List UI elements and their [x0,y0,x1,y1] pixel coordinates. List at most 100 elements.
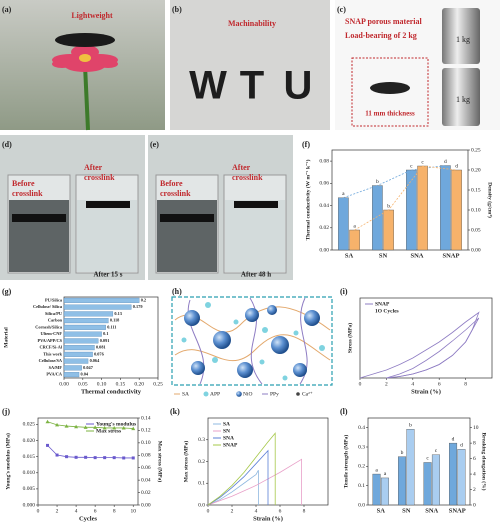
y2-tick-label: 0.20 [471,167,481,173]
y-axis-label: Thermal conductivity (W m⁻¹ k⁻¹) [304,159,311,240]
photo-c: SNAP porous material Load-bearing of 2 k… [335,0,500,130]
y-tick-label: 0.3 [198,437,205,443]
x-tick-label: 0.15 [116,381,126,387]
marker [131,426,136,431]
series-line [207,432,276,506]
caption: SNAP porous material [345,17,423,26]
y2-tick-label: 0.12 [141,428,151,434]
x-tick-label: 8 [464,381,467,387]
significance-label: b [409,422,412,428]
x-axis-label: Strain (%) [411,388,441,395]
x-tick-label: SNA [410,252,423,259]
x-tick-label: 4 [411,381,414,387]
bar [63,324,106,330]
significance-label: c [410,163,413,169]
category-label: CRCF/Si-Al [40,345,63,350]
bar [406,169,417,251]
y2-axis-label: Breaking elongation (%) [481,433,488,491]
series-line [359,311,480,379]
x-tick-label: SNA [425,507,438,514]
significance-label: d [460,443,463,449]
value-label: 0.1 [103,331,108,336]
value-label: 0.081 [96,345,106,350]
marker [55,422,60,427]
x-tick-label: 0.25 [153,381,163,387]
panel-label: (e) [150,140,159,149]
series-line [386,317,480,379]
x-tick-label: 0.00 [59,381,69,387]
marker [103,456,107,460]
x-tick-label: 6 [279,508,282,514]
y-tick-label: 0.1 [358,483,365,489]
y2-tick-label: 0 [473,502,476,508]
bar [417,165,428,251]
bar [63,351,93,357]
y-tick-label: 0.010 [23,470,36,476]
x-tick-label: SA [377,507,386,514]
y2-tick-label: 10 [473,425,479,431]
y2-tick-label: 0.10 [471,207,481,213]
significance-label: a [342,191,345,197]
panel-label: (h) [172,287,182,296]
y2-axis-label: Density (g/cm³) [487,182,494,218]
marker [122,456,126,460]
value-label: 0.179 [133,304,143,309]
bar [63,372,80,378]
series-line [207,449,269,506]
category-label: Ultem-CNF [41,331,63,336]
y-tick-label: 0.020 [23,438,36,444]
marker [84,455,88,459]
x-axis-label: Thermal conductivity [81,388,142,395]
y2-tick-label: 0.08 [141,453,151,459]
y-tick-label: 0.0 [358,502,365,508]
value-label: 0.047 [83,365,94,370]
bar [338,197,349,251]
bar [63,318,109,324]
y2-tick-label: 0.00 [471,247,481,253]
y-tick-label: 0.005 [23,486,36,492]
legend-label: SNAP [223,442,238,448]
y-tick-label: 0.0 [198,502,205,508]
inset-label: 11 mm thickness [365,110,415,118]
value-label: 0.111 [107,324,116,329]
value-label: 0.076 [94,351,105,356]
marker [93,425,98,429]
plot-frame [367,417,471,506]
bar [423,462,432,506]
bar [63,358,89,364]
time-label: After 15 s [93,271,122,279]
bar [431,454,440,506]
x-tick-label: 0 [37,508,40,514]
marker [65,455,69,459]
plot-frame [37,417,139,506]
bar [372,473,381,506]
annotation: 1O Cycles [375,308,399,314]
significance-label: c [421,159,424,165]
weight-label: 1 kg [456,35,470,44]
x-tick-label: 0.20 [134,381,144,387]
label: After [84,163,103,172]
significance-label: a [353,223,356,229]
significance-label: d [452,436,455,442]
marker [55,453,59,457]
x-tick-label: 2 [385,381,388,387]
x-tick-label: 8 [113,508,116,514]
x-tick-label: 0.10 [97,381,107,387]
category-label: PVA/CA [46,372,63,377]
bar [63,331,102,337]
category-label: Carbon [48,318,63,323]
marker [45,419,50,424]
x-tick-label: SN [379,252,388,259]
category-label: Cellulose/SA [39,358,63,363]
label: crosslink [232,173,263,182]
label: After [232,163,251,172]
x-tick-label: 0 [359,381,362,387]
y2-tick-label: 4 [473,471,476,477]
legend-label: SNA [223,435,234,441]
plot-frame [63,296,159,379]
panel-label: (c) [337,5,346,14]
category-label: Cellulose/ Silica [33,304,63,309]
x-tick-label: 4 [255,508,258,514]
marker [46,443,50,447]
bar [63,338,99,344]
